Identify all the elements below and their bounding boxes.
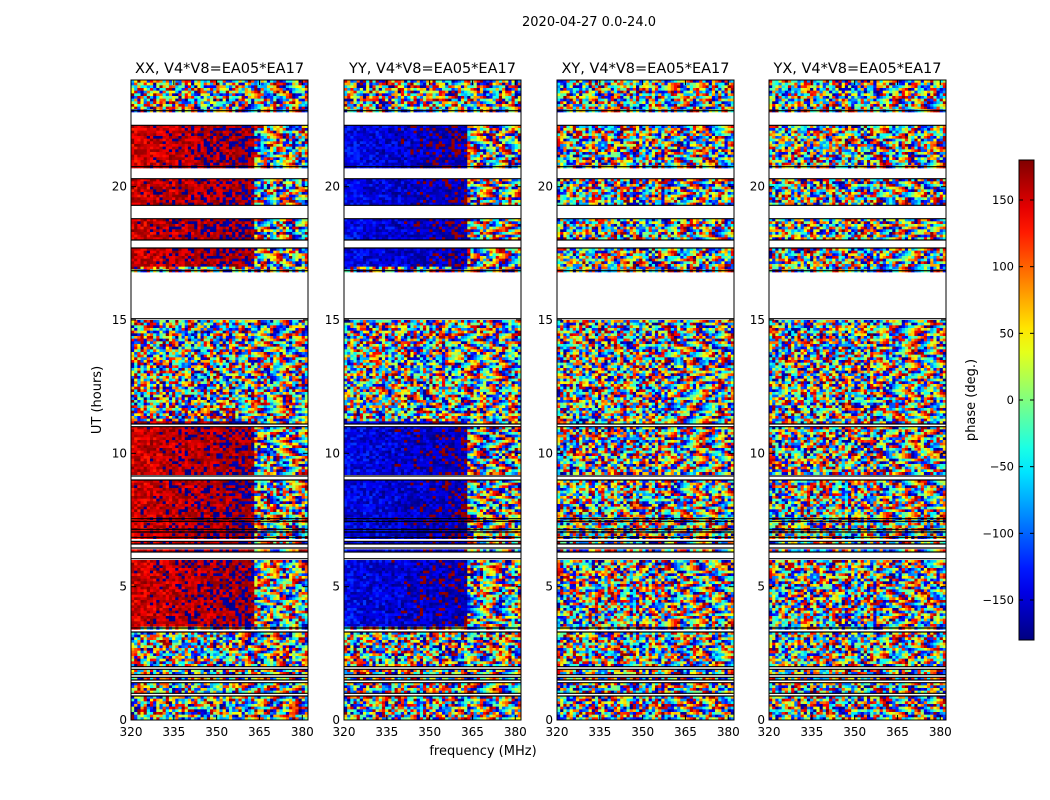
panel-2: YY, V4*V8=EA05*EA17 320 335 350 365 380 0 5 10 15… [325,61,527,739]
y-tick-label: 20 [750,180,765,194]
x-tick-label: 335 [375,725,398,739]
phase-heatmap [131,80,308,720]
y-tick-label: 10 [112,446,127,460]
x-tick-label: 380 [504,725,527,739]
y-axis-label: UT (hours) [90,366,105,434]
x-tick-label: 350 [418,725,441,739]
y-tick-label: 15 [325,313,340,327]
y-tick-label: 0 [757,713,765,727]
panel-1: XX, V4*V8=EA05*EA17 320 335 350 365 380 0 5 10 15… [112,61,314,739]
y-tick-label: 20 [325,180,340,194]
panel-3: XY, V4*V8=EA05*EA17 320 335 350 365 380 0 5 10 15… [538,61,740,739]
y-tick-label: 15 [112,313,127,327]
panel-title: YY, V4*V8=EA05*EA17 [348,61,516,77]
colorbar-tick-label: 100 [992,260,1014,274]
x-tick-label: 320 [758,725,781,739]
y-tick-label: 15 [538,313,553,327]
x-tick-label: 350 [843,725,866,739]
figure-suptitle: 2020-04-27 0.0-24.0 [522,15,656,30]
x-tick-label: 365 [461,725,484,739]
x-axis-label: frequency (MHz) [429,744,536,759]
y-tick-label: 5 [119,580,127,594]
x-tick-label: 335 [162,725,185,739]
colorbar: 150 100 50 0 −50 −100 −150 phase (deg.) [964,159,1035,641]
x-tick-label: 380 [717,725,740,739]
panel-4: YX, V4*V8=EA05*EA17 320 335 350 365 380 0 5 10 15… [750,61,952,739]
y-tick-label: 5 [545,580,553,594]
y-tick-label: 20 [538,180,553,194]
panel-frame [130,79,309,721]
x-tick-label: 365 [248,725,271,739]
x-tick-label: 335 [800,725,823,739]
y-tick-label: 0 [119,713,127,727]
x-tick-label: 350 [205,725,228,739]
x-tick-label: 350 [631,725,654,739]
colorbar-tick-label: 50 [999,326,1014,340]
phase-heatmap [769,80,946,720]
colorbar-label: phase (deg.) [964,359,979,441]
panel-frame [556,79,735,721]
panel-frame [768,79,947,721]
x-tick-label: 320 [120,725,143,739]
colorbar-tick-label: 150 [992,193,1014,207]
panel-title: XY, V4*V8=EA05*EA17 [561,61,729,77]
y-tick-label: 5 [757,580,765,594]
panel-title: XX, V4*V8=EA05*EA17 [135,61,304,77]
colorbar-tick-label: −100 [982,526,1014,540]
y-tick-label: 20 [112,180,127,194]
x-tick-label: 365 [886,725,909,739]
colorbar-tick-label: −150 [982,593,1014,607]
panel-frame [343,79,522,721]
x-tick-label: 380 [929,725,952,739]
panels-group: XX, V4*V8=EA05*EA17 320 335 350 365 380 0 5 10 15… [112,61,952,739]
y-tick-label: 15 [750,313,765,327]
x-tick-label: 335 [588,725,611,739]
y-tick-label: 10 [538,446,553,460]
colorbar-tick-label: 0 [1007,393,1014,407]
panel-title: YX, V4*V8=EA05*EA17 [772,61,941,77]
x-tick-label: 320 [546,725,569,739]
phase-heatmap [557,80,734,720]
y-tick-label: 5 [332,580,340,594]
x-tick-label: 320 [333,725,356,739]
colorbar-tick-label: −50 [990,460,1014,474]
y-tick-label: 10 [325,446,340,460]
phase-heatmap [344,80,521,720]
y-tick-label: 0 [332,713,340,727]
y-tick-label: 10 [750,446,765,460]
x-tick-label: 365 [674,725,697,739]
x-tick-label: 380 [291,725,314,739]
y-tick-label: 0 [545,713,553,727]
